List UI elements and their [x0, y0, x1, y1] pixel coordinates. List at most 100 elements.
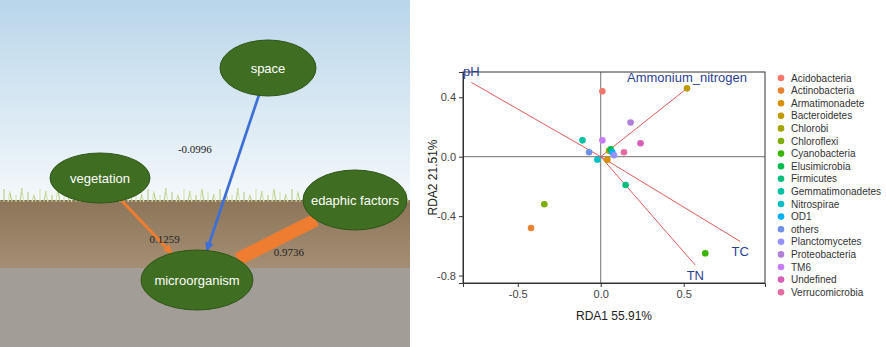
- grass-blade: [296, 191, 298, 202]
- plot-background: [463, 72, 765, 283]
- legend-item: Planctomycetes: [778, 236, 862, 247]
- grass-blade: [250, 196, 252, 202]
- point: [702, 250, 709, 257]
- grass-blade: [262, 193, 264, 202]
- x-axis-title: RDA1 55.91%: [576, 309, 652, 323]
- node: [141, 250, 253, 310]
- legend-swatch: [778, 188, 785, 195]
- tick: -0.8: [437, 270, 463, 282]
- legend-item: OD1: [778, 211, 812, 222]
- point: [586, 149, 593, 156]
- node: [303, 170, 407, 230]
- zero-line: [600, 72, 601, 283]
- legend-label: Chloroflexi: [791, 136, 838, 147]
- legend-swatch: [778, 276, 785, 283]
- root: -0.09960.12590.9736spacevegetationedaphi…: [0, 0, 886, 347]
- edge-label: -0.0996: [178, 143, 212, 155]
- grass-blade: [286, 196, 288, 202]
- legend-swatch: [778, 113, 785, 120]
- tick: -0.5: [509, 283, 528, 300]
- legend-label: Actinobacteria: [791, 85, 855, 96]
- legend-swatch: [778, 176, 785, 183]
- y-axis-title: RDA2 21.51%: [426, 139, 440, 215]
- grass-blade: [140, 194, 142, 202]
- grass-blade: [238, 190, 240, 202]
- legend-label: Planctomycetes: [791, 236, 862, 247]
- grass-blade: [39, 189, 40, 202]
- legend-item: TM6: [778, 262, 812, 273]
- tick: -0.4: [437, 210, 463, 222]
- legend-label: Verrucomicrobia: [791, 287, 864, 298]
- grass-blade: [260, 191, 262, 202]
- tick: 0.0: [441, 151, 463, 163]
- grass-blade: [44, 191, 46, 202]
- figure: -0.09960.12590.9736spacevegetationedaphi…: [0, 0, 886, 347]
- point: [594, 156, 601, 163]
- grass-blade: [195, 195, 196, 202]
- legend-swatch: [778, 201, 785, 208]
- grass-blade: [291, 189, 292, 202]
- legend-swatch: [778, 213, 785, 220]
- legend-item: others: [778, 224, 819, 235]
- legend-label: OD1: [791, 211, 812, 222]
- legend-label: Chlorobi: [791, 123, 828, 134]
- axis-line: [464, 284, 766, 288]
- tick: 0.4: [441, 91, 463, 103]
- arrow-label: Ammonium_nitrogen: [627, 70, 747, 85]
- grass-blade: [274, 190, 276, 202]
- tick-label: -0.5: [509, 288, 528, 300]
- plot-frame: [463, 72, 765, 283]
- point: [627, 119, 634, 126]
- point: [599, 137, 606, 144]
- grass-blade: [22, 190, 24, 202]
- grass-blade: [166, 190, 168, 202]
- plot-marks: [471, 82, 740, 265]
- legend-label: TM6: [791, 262, 811, 273]
- legend-label: Firmicutes: [791, 173, 837, 184]
- grass-blade: [207, 192, 208, 202]
- legend-label: Acidobacteria: [791, 73, 852, 84]
- node-label: microorganism: [154, 273, 239, 288]
- node-label: edaphic factors: [311, 193, 400, 208]
- legend: AcidobacteriaActinobacteriaArmatimonadet…: [778, 73, 881, 298]
- point: [621, 149, 628, 156]
- tick: 0.5: [677, 283, 692, 300]
- legend-swatch: [778, 289, 785, 296]
- grass-blade: [34, 196, 36, 202]
- legend-item: Acidobacteria: [778, 73, 852, 84]
- grass-blade: [15, 195, 16, 202]
- point: [684, 85, 691, 92]
- loading-arrow: [471, 82, 600, 156]
- grass-blade: [176, 194, 178, 202]
- legend-item: Gemmatimonadetes: [778, 186, 881, 197]
- node-label: space: [251, 61, 286, 76]
- legend-swatch: [778, 150, 785, 157]
- grass-blade: [255, 189, 256, 202]
- grass-blade: [231, 195, 232, 202]
- tick-label: 0.0: [441, 151, 456, 163]
- legend-item: Bacteroidetes: [778, 110, 852, 121]
- legend-item: Cyanobacteria: [778, 148, 856, 159]
- legend-item: Actinobacteria: [778, 85, 855, 96]
- tick-label: 0.5: [677, 288, 692, 300]
- legend-swatch: [778, 163, 785, 170]
- nodes: space vegetation edaphic factors microorgan…: [50, 40, 407, 310]
- grass-blade: [51, 195, 52, 202]
- tick: 0.0: [594, 283, 609, 300]
- tick-mark: [459, 157, 463, 158]
- grass-blade: [32, 194, 34, 202]
- legend-item: Elusimicrobia: [778, 161, 851, 172]
- grass-blade: [248, 194, 250, 202]
- node-label: vegetation: [70, 171, 130, 186]
- legend-label: Undefined: [791, 274, 837, 285]
- legend-item: Chloroflexi: [778, 136, 839, 147]
- grass-blade: [188, 191, 190, 202]
- legend-swatch: [778, 138, 785, 145]
- x-axis: -0.5 0.0 0.5: [464, 283, 766, 300]
- grass-blade: [152, 191, 154, 202]
- point: [528, 225, 535, 232]
- legend-swatch: [778, 239, 785, 246]
- grass-blade: [219, 189, 220, 202]
- tick-mark: [518, 283, 519, 287]
- tick-mark: [459, 216, 463, 217]
